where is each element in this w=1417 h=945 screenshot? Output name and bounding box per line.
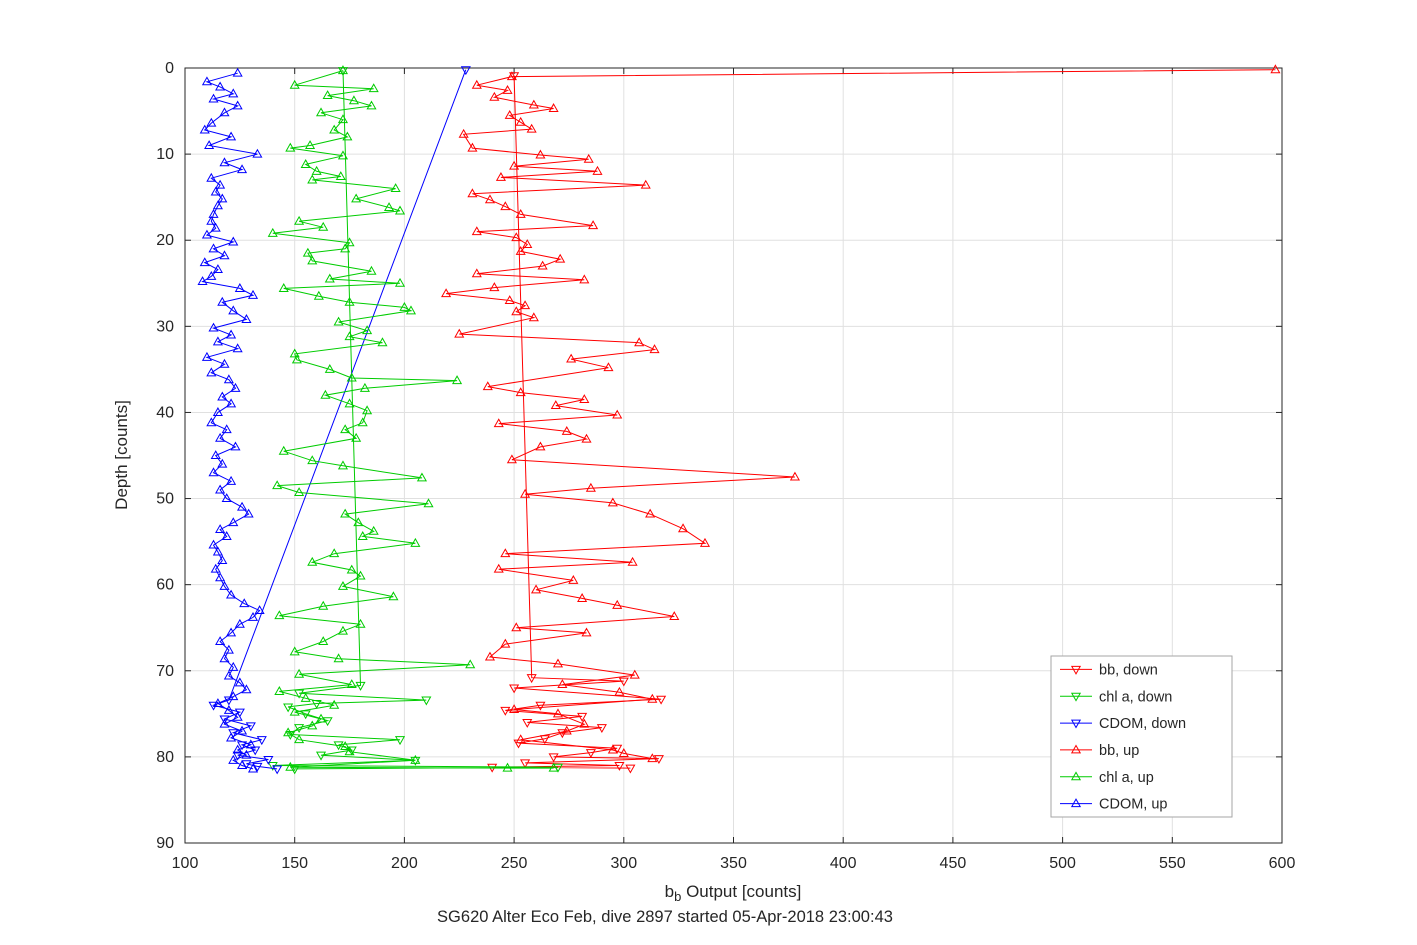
series-line-chl-a-down <box>272 70 559 770</box>
series-line-bb-up <box>446 69 1276 760</box>
figure-title: SG620 Alter Eco Feb, dive 2897 started 0… <box>437 908 893 926</box>
y-tick-label: 50 <box>156 491 174 508</box>
x-axis-label-subscript: b <box>674 889 681 904</box>
legend-triangle-down-icon <box>1070 665 1082 675</box>
x-axis-label: bb Output [counts] <box>665 882 802 904</box>
x-tick-label: 250 <box>501 855 528 872</box>
y-tick-label: 20 <box>156 232 174 249</box>
legend-label-bb-up: bb, up <box>1099 743 1139 759</box>
legend-triangle-down-icon <box>1070 719 1082 729</box>
series-cdom-up <box>197 67 265 773</box>
x-axis-label-rest: Output [counts] <box>681 882 801 901</box>
x-axis-label-main: b <box>665 882 674 901</box>
legend-label-bb-down: bb, down <box>1099 662 1158 678</box>
marker-triangle-up-bb-up <box>441 64 1281 763</box>
y-axis-label: Depth [counts] <box>112 400 131 510</box>
series-bb-up <box>441 64 1281 763</box>
legend-box <box>1050 655 1233 818</box>
legend-label-cdom-up: CDOM, up <box>1099 797 1168 813</box>
legend-triangle-up-icon <box>1070 771 1082 781</box>
legend-entry-chl-a-up: chl a, up <box>1060 770 1154 786</box>
axis-tick-labels: 100 150 200 250 300 350 400 450 500 550 600 0 10 20 30… <box>156 60 1295 872</box>
legend-triangle-up-icon <box>1070 798 1082 808</box>
x-tick-label: 450 <box>940 855 967 872</box>
y-tick-label: 90 <box>156 835 174 852</box>
series-line-cdom-up <box>201 72 261 770</box>
marker-triangle-up-cdom-up <box>197 67 265 773</box>
legend: bb, down chl a, down CDOM, down bb, up chl a… <box>1050 655 1233 818</box>
series-line-cdom-down <box>211 69 467 770</box>
marker-triangle-down-bb-down <box>487 72 667 774</box>
legend-entry-cdom-down: CDOM, down <box>1060 716 1186 732</box>
y-tick-label: 80 <box>156 749 174 766</box>
y-tick-label: 70 <box>156 663 174 680</box>
x-tick-label: 400 <box>830 855 857 872</box>
legend-entry-bb-up: bb, up <box>1060 743 1139 759</box>
x-tick-label: 200 <box>391 855 418 872</box>
x-tick-label: 150 <box>281 855 308 872</box>
legend-label-cdom-down: CDOM, down <box>1099 716 1186 732</box>
series-bb-down <box>487 72 667 774</box>
y-tick-label: 40 <box>156 404 174 421</box>
marker-triangle-up-chl-a-up <box>267 65 559 772</box>
x-tick-label: 350 <box>720 855 747 872</box>
series-line-bb-down <box>492 75 662 769</box>
x-tick-label: 600 <box>1269 855 1296 872</box>
legend-label-chl-a-up: chl a, up <box>1099 770 1154 786</box>
legend-label-chl-a-down: chl a, down <box>1099 689 1172 705</box>
x-tick-label: 100 <box>172 855 199 872</box>
series-chl-a-up <box>267 65 559 772</box>
y-tick-label: 0 <box>165 60 174 77</box>
series-layer <box>197 64 1281 775</box>
y-tick-label: 10 <box>156 146 174 163</box>
series-line-chl-a-up <box>272 70 554 769</box>
x-tick-label: 500 <box>1049 855 1076 872</box>
legend-entry-bb-down: bb, down <box>1060 662 1158 678</box>
legend-entry-cdom-up: CDOM, up <box>1060 797 1168 813</box>
legend-triangle-down-icon <box>1070 692 1082 702</box>
legend-triangle-up-icon <box>1070 744 1082 754</box>
y-tick-label: 30 <box>156 318 174 335</box>
legend-entry-chl-a-down: chl a, down <box>1060 689 1172 705</box>
axis-ticks <box>184 67 1283 844</box>
x-tick-label: 550 <box>1159 855 1186 872</box>
x-tick-label: 300 <box>610 855 637 872</box>
y-tick-label: 60 <box>156 577 174 594</box>
